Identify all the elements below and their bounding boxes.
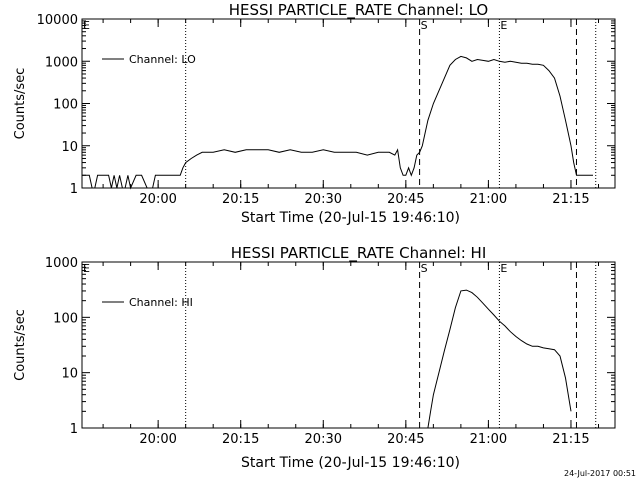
marker-label: S — [421, 262, 428, 275]
x-tick-label: 20:30 — [305, 432, 342, 447]
legend-entry: Channel: HI — [129, 296, 193, 309]
marker-label: E — [500, 262, 507, 275]
y-tick-label: 1000 — [45, 256, 78, 271]
x-tick-label: 21:00 — [470, 192, 507, 207]
marker-label: S — [421, 19, 428, 32]
x-tick-label: 21:15 — [552, 192, 589, 207]
y-tick-label: 10 — [61, 367, 78, 382]
chart-title: HESSI PARTICLE_RATE Channel: HI — [231, 244, 487, 263]
y-axis-label: Counts/sec — [13, 309, 28, 381]
marker-label: E — [83, 262, 90, 275]
y-tick-label: 1 — [70, 182, 78, 197]
series-line — [82, 55, 593, 190]
y-tick-label: 10000 — [37, 13, 78, 28]
y-tick-label: 1000 — [45, 55, 78, 70]
x-tick-label: 20:45 — [387, 432, 424, 447]
x-tick-label: 20:15 — [222, 432, 259, 447]
x-tick-label: 20:15 — [222, 192, 259, 207]
x-tick-label: 20:00 — [139, 432, 176, 447]
footer-timestamp: 24-Jul-2017 00:51 — [563, 469, 636, 478]
y-tick-label: 10 — [61, 140, 78, 155]
x-tick-label: 20:45 — [387, 192, 424, 207]
y-tick-label: 1 — [70, 422, 78, 437]
chart-panel-1: HESSI PARTICLE_RATE Channel: LO 1 10 100 100… — [13, 1, 616, 226]
y-tick-label: 100 — [53, 98, 78, 113]
x-tick-label: 21:00 — [470, 432, 507, 447]
y-axis-label: Counts/sec — [13, 68, 28, 140]
chart-title: HESSI PARTICLE_RATE Channel: LO — [229, 1, 488, 20]
x-tick-label: 20:30 — [305, 192, 342, 207]
marker-label: E — [83, 19, 90, 32]
plot-frame — [81, 261, 616, 429]
marker-label: E — [500, 19, 507, 32]
x-tick-label: 20:00 — [139, 192, 176, 207]
x-axis-label: Start Time (20-Jul-15 19:46:10) — [241, 210, 460, 226]
legend-entry: Channel: LO — [129, 53, 196, 66]
plot-frame — [81, 18, 616, 189]
series-line — [427, 289, 572, 429]
y-tick-label: 100 — [53, 311, 78, 326]
chart-panel-2: HESSI PARTICLE_RATE Channel: HI 1 10 100 100… — [13, 244, 616, 471]
x-tick-label: 21:15 — [552, 432, 589, 447]
x-axis-label: Start Time (20-Jul-15 19:46:10) — [241, 455, 460, 471]
